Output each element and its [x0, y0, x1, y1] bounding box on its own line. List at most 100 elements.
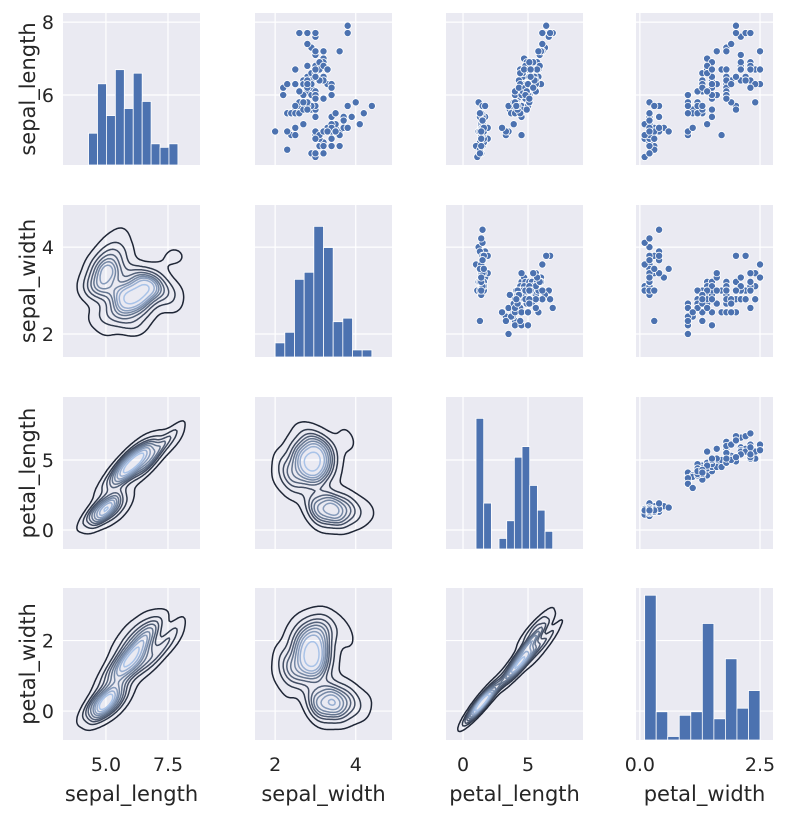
scatter-point: [756, 273, 765, 282]
scatter-point: [517, 269, 526, 278]
scatter-point: [327, 91, 336, 100]
scatter-point: [343, 123, 352, 132]
scatter-point: [707, 112, 716, 121]
kde-contour: [93, 444, 156, 521]
kde-contour: [286, 621, 352, 718]
histogram-bar: [88, 132, 98, 165]
scatter-point: [509, 120, 518, 129]
kde-contour: [474, 656, 526, 712]
panel-background: [446, 205, 583, 357]
scatter-point: [477, 142, 486, 151]
scatter-point: [319, 47, 328, 56]
histogram-bar: [713, 718, 726, 740]
histogram-bar: [475, 417, 485, 549]
kde-contour: [94, 634, 149, 715]
scatter-point: [683, 109, 692, 118]
scatter-point: [655, 225, 664, 234]
scatter-point: [645, 149, 654, 158]
histogram-bar: [106, 115, 116, 165]
y-tick-label: 2: [42, 631, 54, 653]
scatter-point: [736, 58, 745, 67]
panel-marks: [76, 227, 185, 337]
histogram-bar: [159, 146, 170, 165]
kde-contour: [282, 618, 356, 721]
scatter-point: [303, 105, 312, 114]
histogram-bar: [114, 69, 125, 165]
scatter-point: [722, 65, 731, 74]
scatter-point: [688, 123, 697, 132]
scatter-point: [683, 91, 692, 100]
histogram-bar: [332, 321, 344, 357]
histogram-bar: [168, 143, 179, 165]
kde-contour: [293, 627, 345, 714]
scatter-point: [327, 142, 336, 151]
panel-sepal_length-vs-sepal_width: [255, 13, 392, 165]
scatter-point: [707, 80, 716, 89]
scatter-point: [526, 65, 535, 74]
scatter-point: [751, 295, 760, 304]
y-axis-label: sepal_width: [16, 219, 41, 343]
scatter-point: [323, 127, 332, 136]
scatter-point: [731, 29, 740, 38]
x-tick-label: 0: [457, 754, 469, 776]
histogram-bar: [483, 502, 492, 549]
scatter-point: [756, 260, 765, 269]
scatter-point: [279, 91, 288, 100]
panel-marks: [76, 420, 186, 535]
scatter-point: [343, 29, 352, 38]
kde-contour: [98, 646, 140, 711]
histogram-bar: [667, 736, 680, 740]
histogram-bar: [678, 714, 692, 740]
scatter-point: [512, 101, 521, 110]
scatter-point: [311, 94, 320, 103]
scatter-point: [477, 286, 486, 295]
scatter-point: [295, 29, 304, 38]
panel-marks: [640, 225, 765, 338]
kde-contour: [91, 442, 161, 523]
scatter-point: [722, 454, 731, 463]
histogram-bar: [123, 108, 134, 165]
scatter-point: [645, 116, 654, 125]
scatter-point: [529, 83, 538, 92]
scatter-point: [525, 299, 534, 308]
scatter-point: [746, 286, 755, 295]
scatter-point: [347, 112, 356, 121]
kde-contour: [86, 248, 170, 324]
scatter-point: [645, 127, 654, 136]
scatter-point: [311, 134, 320, 143]
panel-sepal_width-vs-sepal_width: [255, 205, 392, 357]
scatter-point: [311, 149, 320, 158]
scatter-point: [478, 225, 487, 234]
scatter-point: [475, 149, 484, 158]
kde-contour: [75, 607, 187, 732]
scatter-point: [756, 446, 765, 455]
histogram-bar: [323, 247, 334, 357]
scatter-point: [311, 65, 320, 74]
scatter-point: [311, 112, 320, 121]
scatter-point: [477, 234, 486, 243]
scatter-point: [746, 83, 755, 92]
scatter-point: [343, 21, 352, 30]
scatter-point: [303, 29, 312, 38]
scatter-point: [698, 316, 707, 325]
scatter-point: [756, 65, 765, 74]
scatter-point: [271, 127, 280, 136]
panel-marks: [270, 605, 373, 731]
scatter-point: [746, 269, 755, 278]
scatter-point: [655, 123, 664, 132]
histogram-bar: [521, 446, 531, 549]
panel-marks: [75, 607, 187, 732]
panel-marks: [88, 69, 179, 165]
kde-contour: [303, 451, 321, 472]
scatter-point: [525, 286, 534, 295]
histogram-bar: [313, 225, 324, 357]
kde-contour: [88, 440, 167, 525]
panel-sepal_length-vs-petal_width: [636, 13, 773, 165]
scatter-point: [645, 109, 654, 118]
scatter-point: [524, 321, 533, 330]
scatter-point: [479, 264, 488, 273]
histogram-bar: [748, 690, 761, 740]
kde-contour: [457, 606, 564, 733]
scatter-point: [731, 251, 740, 260]
panel-petal_width-vs-sepal_width: [255, 588, 392, 740]
